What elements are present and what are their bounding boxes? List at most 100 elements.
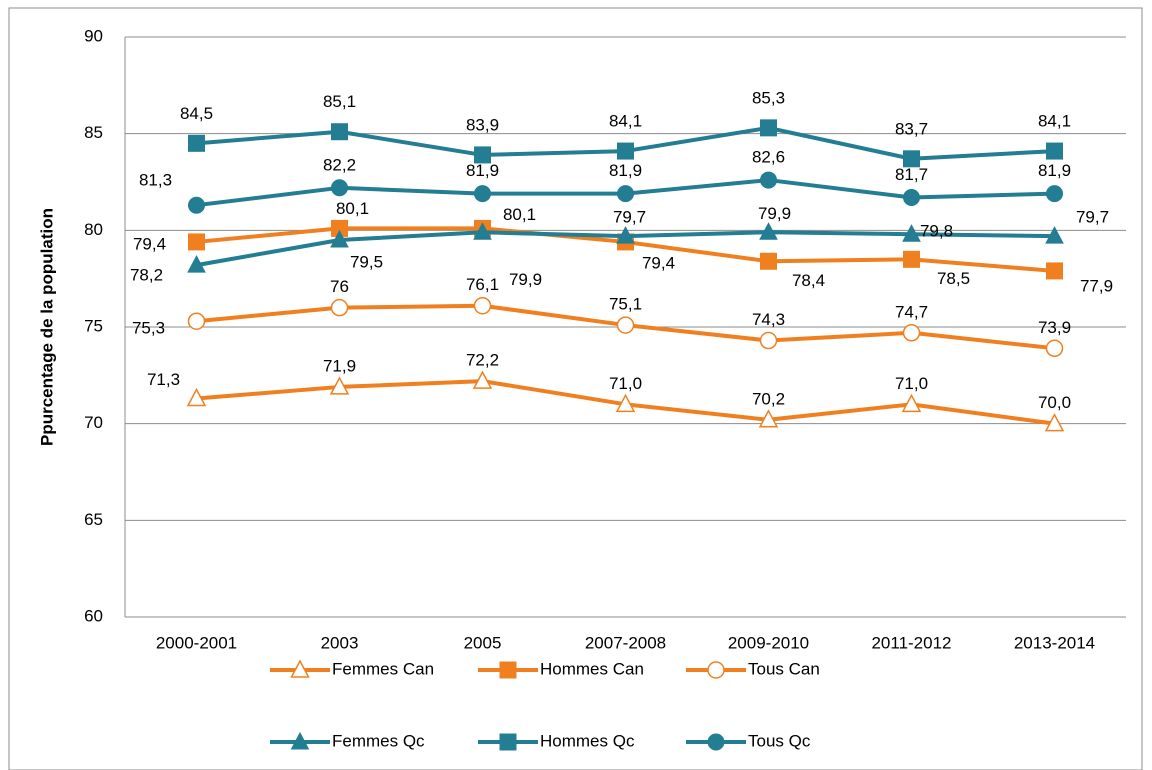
data-point [616, 226, 635, 244]
data-point [1044, 413, 1065, 432]
data-point [1045, 226, 1064, 244]
legend-label: Femmes Can [332, 659, 434, 678]
value-label: 74,7 [895, 302, 928, 321]
data-point [616, 316, 635, 334]
value-label: 79,9 [509, 270, 542, 289]
value-label: 71,0 [609, 374, 642, 393]
data-point [331, 123, 348, 141]
value-label: 84,1 [1038, 112, 1071, 131]
data-point [186, 387, 207, 407]
legend-marker [707, 733, 725, 751]
value-label: 73,9 [1038, 318, 1071, 337]
value-label: 85,3 [752, 88, 785, 107]
value-label: 79,5 [350, 252, 383, 271]
data-point [330, 229, 349, 248]
data-point [902, 224, 921, 242]
y-tick-label: 65 [84, 510, 103, 529]
value-label: 79,4 [642, 253, 675, 272]
value-label: 83,7 [895, 119, 928, 138]
value-label: 84,1 [609, 112, 642, 131]
data-point [329, 376, 350, 395]
legend-marker [707, 661, 725, 679]
value-label: 79,9 [758, 204, 791, 223]
data-point [330, 298, 349, 317]
legend-label: Hommes Can [540, 659, 644, 678]
value-label: 71,3 [147, 370, 180, 389]
value-label: 79,8 [920, 222, 953, 241]
legend-marker [290, 731, 310, 750]
data-point [901, 393, 922, 413]
y-tick-label: 85 [84, 123, 103, 142]
data-point [902, 324, 921, 342]
data-point [1046, 262, 1063, 280]
data-point [1046, 142, 1063, 160]
data-point [903, 150, 920, 168]
data-point [758, 409, 779, 428]
x-tick-label: 2007-2008 [585, 633, 666, 652]
x-tick-label: 2003 [321, 633, 359, 652]
legend-marker [499, 661, 517, 679]
data-point [759, 331, 778, 350]
data-point [760, 252, 777, 270]
legend-label: Femmes Qc [332, 731, 425, 750]
value-label: 82,2 [323, 155, 356, 174]
value-label: 71,9 [323, 356, 356, 375]
value-label: 84,5 [180, 104, 213, 123]
data-point [331, 179, 348, 197]
data-point [760, 119, 777, 137]
value-label: 81,9 [466, 161, 499, 180]
value-label: 77,9 [1080, 276, 1113, 295]
x-tick-label: 2011-2012 [871, 633, 951, 652]
value-label: 72,2 [466, 351, 499, 370]
value-label: 85,1 [323, 92, 356, 111]
value-label: 75,3 [132, 319, 165, 338]
value-label: 79,7 [613, 208, 646, 227]
value-label: 76 [330, 277, 349, 296]
legend-marker [499, 733, 517, 751]
data-point [188, 233, 205, 251]
value-label: 79,4 [133, 234, 166, 253]
value-label: 74,3 [752, 310, 785, 329]
data-point [187, 312, 206, 330]
value-label: 78,5 [937, 269, 970, 288]
data-point [615, 393, 636, 413]
y-tick-label: 70 [84, 413, 103, 432]
value-label: 83,9 [466, 115, 499, 134]
legend-label: Tous Can [748, 659, 820, 678]
value-label: 79,7 [1076, 208, 1109, 227]
data-point [473, 222, 492, 240]
data-point [474, 185, 491, 203]
data-point [472, 370, 493, 389]
value-label: 81,9 [1038, 161, 1071, 180]
value-label: 81,9 [609, 161, 642, 180]
value-label: 81,7 [895, 165, 928, 184]
y-tick-label: 60 [84, 606, 103, 625]
y-axis-label: Ppurcentage de la population [37, 208, 56, 446]
legend-label: Hommes Qc [540, 731, 635, 750]
y-tick-label: 90 [84, 26, 103, 45]
data-point [473, 296, 492, 315]
legend-label: Tous Qc [748, 731, 811, 750]
data-point [617, 142, 634, 160]
value-label: 80,1 [503, 205, 536, 224]
value-label: 82,6 [752, 148, 785, 167]
x-tick-label: 2013-2014 [1014, 633, 1095, 652]
value-label: 78,2 [130, 266, 163, 285]
value-label: 78,4 [792, 271, 825, 290]
data-point [617, 185, 634, 203]
data-point [474, 146, 491, 164]
value-label: 70,2 [752, 389, 785, 408]
value-label: 80,1 [336, 199, 369, 218]
data-point [1046, 185, 1063, 203]
value-label: 70,0 [1038, 393, 1071, 412]
data-point [187, 255, 206, 273]
data-point [188, 196, 205, 214]
data-point [903, 250, 920, 268]
x-tick-label: 2000-2001 [156, 633, 237, 652]
data-point [760, 171, 777, 189]
data-point [903, 188, 920, 206]
data-point [759, 222, 778, 240]
data-point [188, 134, 205, 152]
legend-marker [290, 659, 310, 678]
